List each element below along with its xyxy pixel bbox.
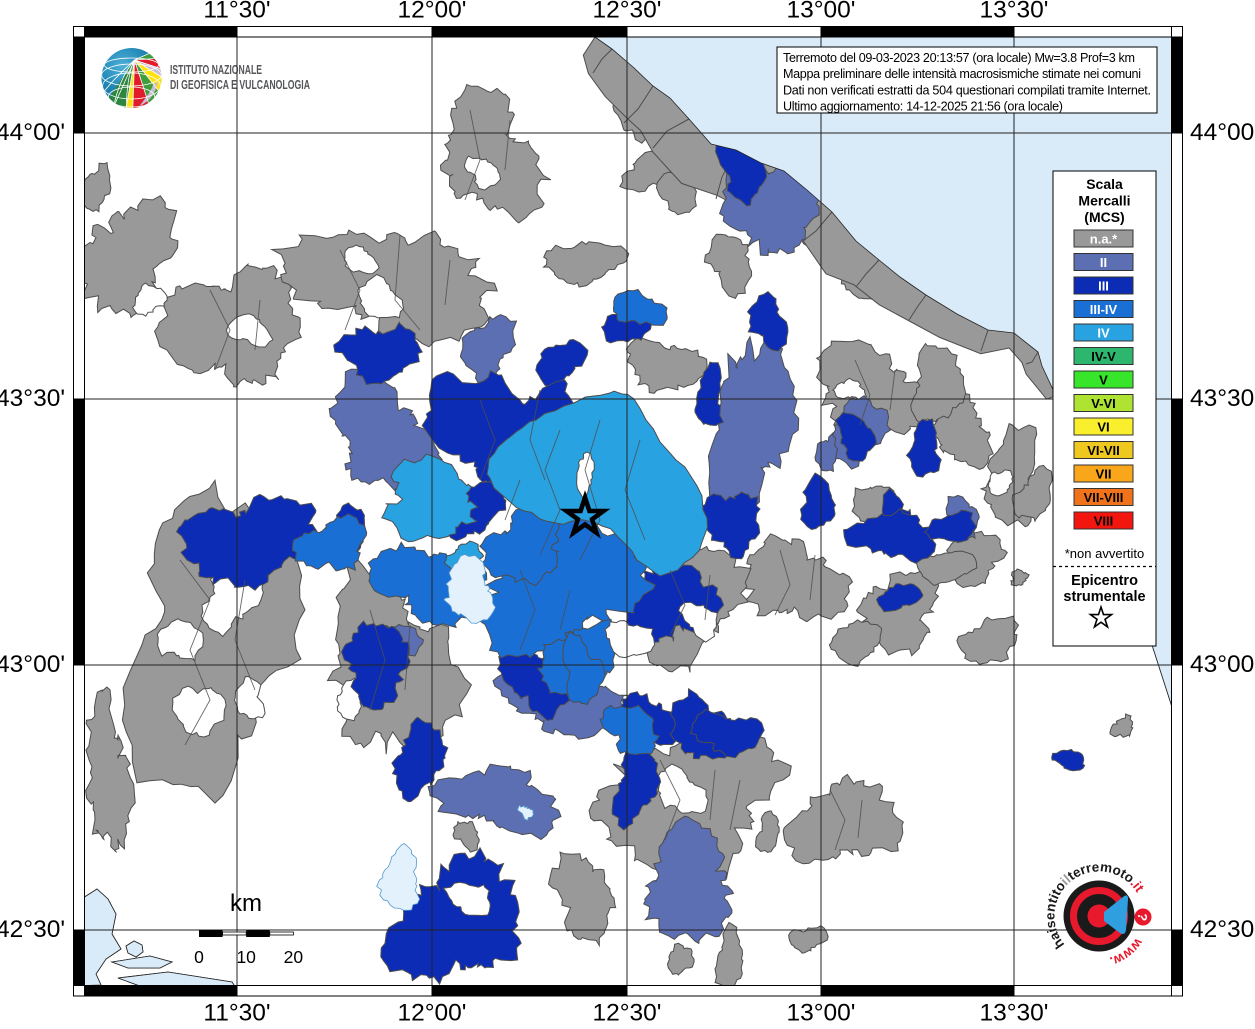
svg-text:43°30': 43°30' — [0, 385, 65, 412]
svg-text:13°00': 13°00' — [787, 0, 856, 24]
svg-text:12°30': 12°30' — [593, 0, 662, 24]
svg-text:IV-V: IV-V — [1091, 349, 1116, 364]
svg-text:Dati non verificati estratti d: Dati non verificati estratti da 504 ques… — [783, 83, 1151, 97]
svg-text:43°00': 43°00' — [1190, 651, 1255, 678]
svg-text:44°00': 44°00' — [1190, 119, 1255, 146]
svg-text:20: 20 — [284, 947, 304, 967]
svg-text:42°30': 42°30' — [1190, 916, 1255, 943]
svg-text:*non avvertito: *non avvertito — [1065, 546, 1145, 561]
svg-text:42°30': 42°30' — [0, 916, 65, 943]
svg-text:(MCS): (MCS) — [1084, 209, 1124, 225]
svg-text:V: V — [1099, 373, 1108, 388]
svg-text:13°30': 13°30' — [980, 1000, 1049, 1025]
svg-text:III-IV: III-IV — [1090, 302, 1118, 317]
svg-text:43°00': 43°00' — [0, 651, 65, 678]
svg-text:VII: VII — [1096, 467, 1112, 482]
svg-text:V-VI: V-VI — [1091, 396, 1116, 411]
svg-text:VI-VII: VI-VII — [1087, 443, 1120, 458]
svg-text:43°30': 43°30' — [1190, 385, 1255, 412]
svg-text:II: II — [1100, 255, 1107, 270]
svg-text:Mappa preliminare delle intens: Mappa preliminare delle intensità macros… — [783, 67, 1141, 81]
svg-text:11°30': 11°30' — [203, 0, 270, 24]
svg-text:Ultimo aggiornamento: 14-12-20: Ultimo aggiornamento: 14-12-2025 21:56 (… — [783, 100, 1063, 114]
svg-text:Mercalli: Mercalli — [1078, 193, 1130, 209]
svg-text:strumentale: strumentale — [1063, 589, 1145, 605]
svg-text:Scala: Scala — [1086, 176, 1123, 192]
svg-text:III: III — [1098, 279, 1109, 294]
svg-text:44°00': 44°00' — [0, 119, 65, 146]
svg-text:IV: IV — [1097, 326, 1110, 341]
svg-text:DI GEOFISICA E VULCANOLOGIA: DI GEOFISICA E VULCANOLOGIA — [170, 78, 310, 92]
svg-text:11°30': 11°30' — [203, 1000, 270, 1025]
svg-text:VII-VIII: VII-VIII — [1084, 490, 1124, 505]
svg-text:n.a.*: n.a.* — [1090, 232, 1118, 247]
svg-text:13°30': 13°30' — [980, 0, 1049, 24]
svg-text:12°00': 12°00' — [398, 1000, 467, 1025]
svg-text:12°00': 12°00' — [398, 0, 467, 24]
svg-text:0: 0 — [194, 947, 204, 967]
svg-text:ISTITUTO NAZIONALE: ISTITUTO NAZIONALE — [170, 63, 262, 77]
svg-text:13°00': 13°00' — [787, 1000, 856, 1025]
svg-text:Terremoto del 09-03-2023 20:13: Terremoto del 09-03-2023 20:13:57 (ora l… — [783, 51, 1135, 65]
svg-text:Epicentro: Epicentro — [1071, 573, 1138, 589]
svg-text:12°30': 12°30' — [593, 1000, 662, 1025]
svg-text:km: km — [230, 890, 262, 917]
svg-text:VIII: VIII — [1094, 514, 1114, 529]
svg-text:VI: VI — [1097, 420, 1109, 435]
svg-text:?: ? — [1134, 912, 1150, 922]
svg-text:10: 10 — [236, 947, 256, 967]
